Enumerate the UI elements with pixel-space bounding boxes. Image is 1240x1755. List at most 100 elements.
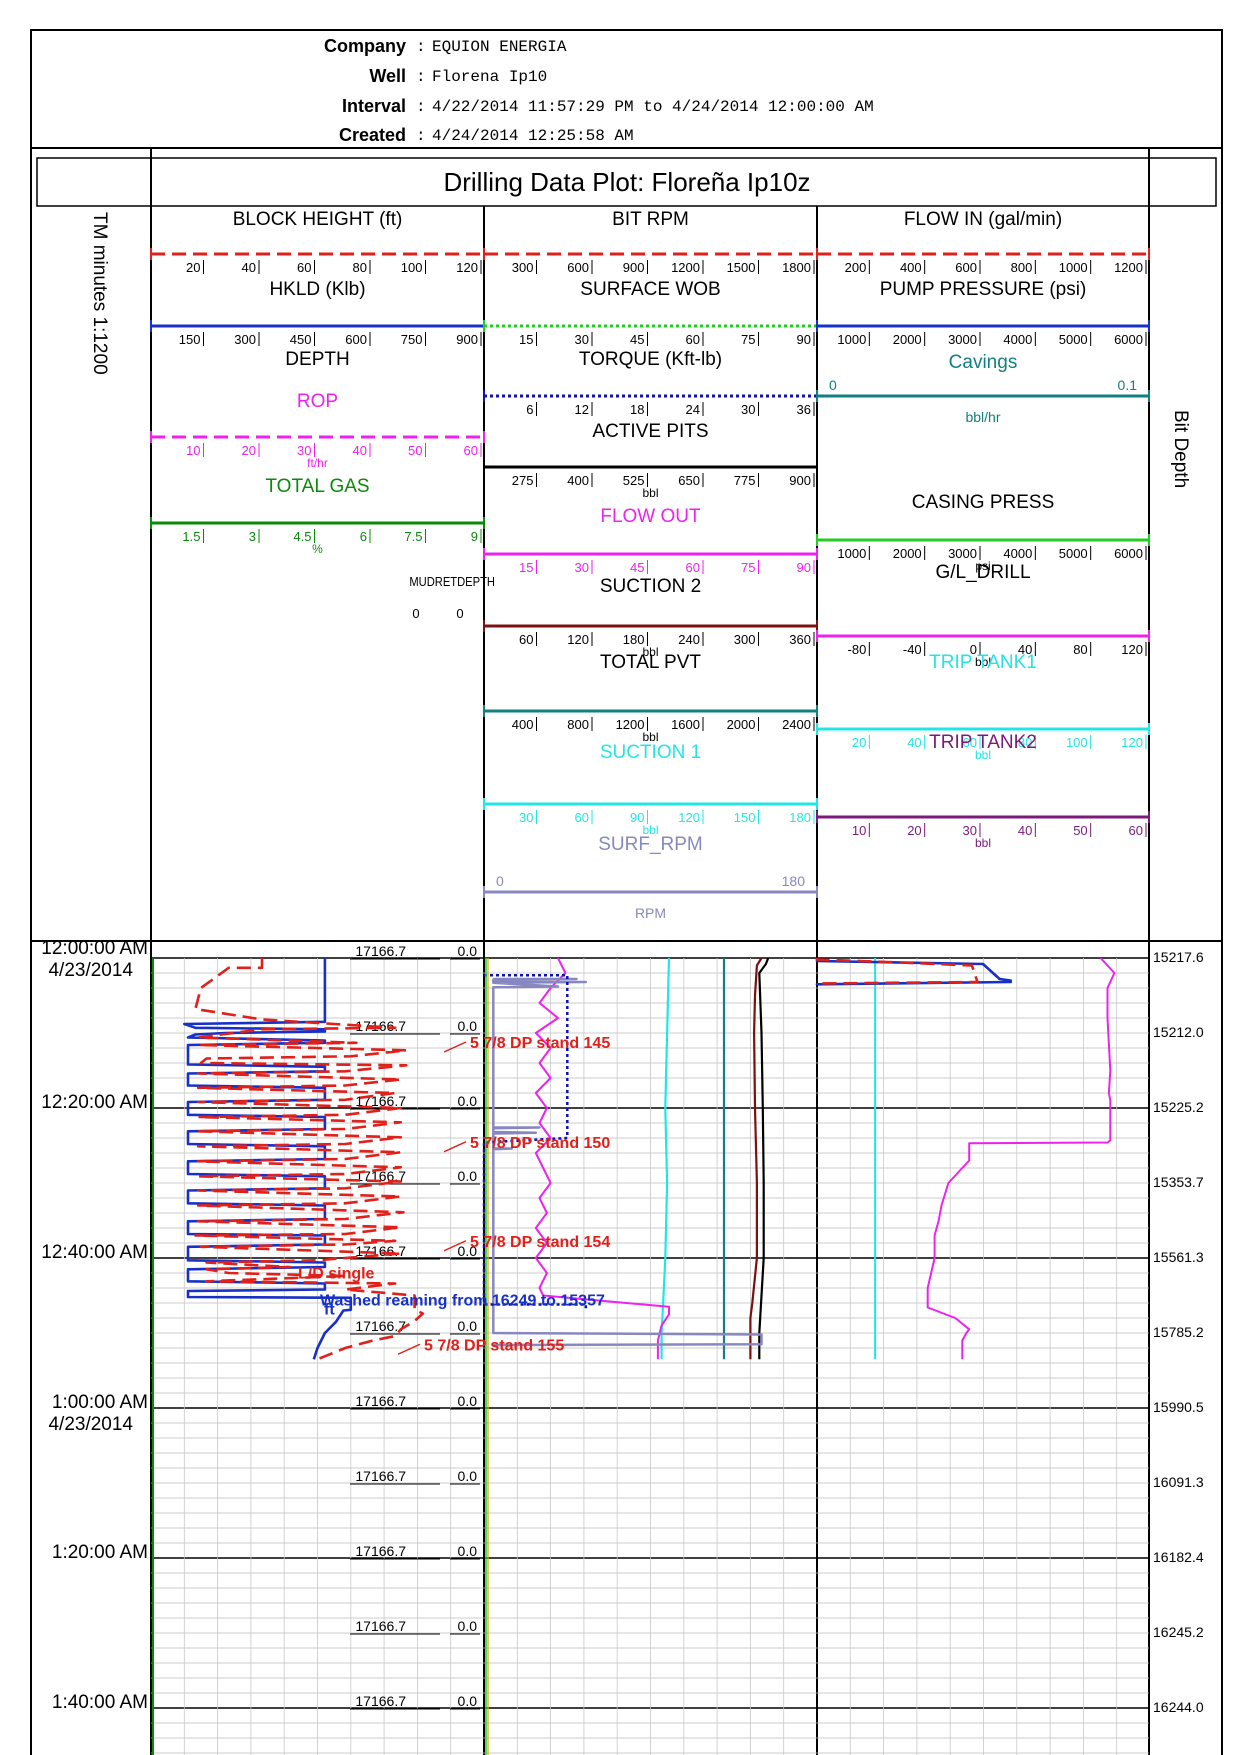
depth-row: 17166.7 0.0 16245.2 [350,1618,1204,1640]
scale-title: TORQUE (Kft-lb) [579,349,722,370]
svg-text:4/23/2014: 4/23/2014 [48,960,133,981]
tick-label: 6000 [1114,546,1143,561]
scale-title: ROP [297,391,338,412]
well-separator: : [416,68,426,86]
created-value: 4/24/2014 12:25:58 AM [432,127,634,145]
bit-depth-value: 16182.4 [1153,1549,1204,1565]
tick-label: 900 [789,473,811,488]
scale-active-pits: ACTIVE PITS 275 400 525 650 775 900 bbl [483,421,818,500]
svg-text:4/23/2014: 4/23/2014 [48,1414,133,1435]
interval-value: 4/22/2014 11:57:29 PM to 4/24/2014 12:00… [432,98,874,116]
tick-label: 300 [512,260,534,275]
scale-unit: % [312,542,323,556]
bit-depth-value: 15990.5 [1153,1399,1204,1415]
annotation: 5 7/8 DP stand 154 [443,1234,610,1252]
tick-label: 2000 [893,546,922,561]
created-separator: : [416,127,426,145]
tick-label: 1.5 [182,529,200,544]
depth-row: 17166.7 0.0 16091.3 [350,1468,1204,1490]
tick-label: 150 [179,332,201,347]
svg-text:17166.7: 17166.7 [355,943,406,959]
tick-label: 900 [456,332,478,347]
depth-row: 17166.7 0.0 15353.7 [350,1168,1204,1190]
tick-label: 600 [567,260,589,275]
tick-label: 80 [353,260,367,275]
tick-label: 600 [955,260,977,275]
tick-label: 525 [623,473,645,488]
series-suction2 [749,958,763,1360]
series-hkld [183,958,353,1360]
tick-label: 20 [852,735,866,750]
bit-depth-value: 15785.2 [1153,1324,1204,1340]
svg-text:12:40:00 AM: 12:40:00 AM [41,1242,148,1263]
scale-title: SURF_RPM [598,834,703,855]
svg-text:17166.7: 17166.7 [355,1693,406,1709]
bit-depth-value: 16091.3 [1153,1474,1204,1490]
tick-label: 800 [567,717,589,732]
bit-depth-value: 15217.6 [1153,949,1204,965]
scale-title: SUCTION 2 [600,576,701,597]
tick-label: 4000 [1003,332,1032,347]
svg-text:0.0: 0.0 [458,1618,478,1634]
tick-label: 1000 [1059,260,1088,275]
tick-label: 0 [829,377,837,393]
scale-title: G/L_DRILL [935,562,1030,583]
tick-label: 650 [678,473,700,488]
annotation: 5 7/8 DP stand 145 [443,1035,610,1053]
scale-rop: ROP 10 20 30 40 50 60 ft/hr [150,391,485,470]
tick-label: 75 [741,332,755,347]
tick-label: 120 [1121,735,1143,750]
time-label: 1:40:00 AM [52,1692,148,1713]
scale-title: DEPTH [285,349,349,370]
tick-label: 1200 [671,260,700,275]
company-value: EQUION ENERGIA [432,38,567,56]
tick-label: 80 [1073,642,1087,657]
title-box [36,157,1217,207]
scale-title: TRIP TANK2 [929,732,1037,753]
tick-label: 0 [970,642,977,657]
tick-label: 60 [686,560,700,575]
svg-text:5 7/8 DP stand 155: 5 7/8 DP stand 155 [424,1337,564,1354]
scale-unit: bbl [642,730,658,744]
depth-row: 17166.7 0.0 15217.6 [350,943,1204,965]
svg-text:5 7/8 DP stand 145: 5 7/8 DP stand 145 [470,1035,610,1052]
tick-label: 240 [678,632,700,647]
scale-hkld-klb: HKLD (Klb) 150 300 450 600 750 900 [150,279,485,347]
tick-label: 1000 [837,332,866,347]
scale-unit: bbl [642,486,658,500]
tick-label: 7.5 [404,529,422,544]
tick-label: 60 [575,810,589,825]
scale-bit-rpm: BIT RPM 300 600 900 1200 1500 1800 [483,209,818,275]
time-axis-label: TM minutes 1:1200 [89,212,110,375]
tick-label: 30 [963,823,977,838]
tick-label: 2400 [782,717,811,732]
series-active-pits [758,958,770,1360]
scale-trip-tank1: TRIP TANK1 20 40 60 80 100 120 bbl [816,652,1150,762]
tick-label: 30 [741,402,755,417]
company-label: Company [324,36,406,56]
svg-text:12:00:00 AM: 12:00:00 AM [41,938,148,959]
tick-label: 180 [623,632,645,647]
tick-label: 600 [345,332,367,347]
report-header: Company : EQUION ENERGIA Well : Florena … [324,36,874,145]
tick-label: 1800 [782,260,811,275]
tick-label: 0.1 [1118,377,1138,393]
tick-label: 0 [496,873,504,889]
time-label: 1:20:00 AM [52,1542,148,1563]
depth-row: 17166.7 0.0 15990.5 [350,1393,1204,1415]
bit-depth-value: 15561.3 [1153,1249,1204,1265]
tick-label: 20 [907,823,921,838]
tick-label: 20 [242,443,256,458]
plot-grid [151,957,1149,1755]
bit-depth-value: 15225.2 [1153,1099,1204,1115]
tick-label: 1200 [616,717,645,732]
tick-label: 1200 [1114,260,1143,275]
tick-label: 10 [186,443,200,458]
series-gl-drill [926,958,1116,1360]
tick-label: 120 [1121,642,1143,657]
tick-label: 360 [789,632,811,647]
tick-label: 900 [623,260,645,275]
